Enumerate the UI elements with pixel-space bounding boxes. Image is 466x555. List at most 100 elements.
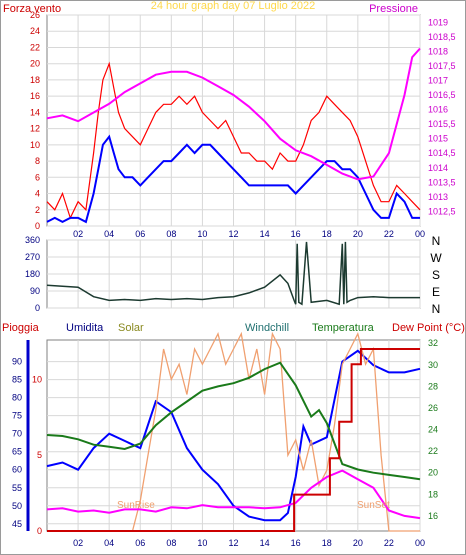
- atmosphere-x-tick-label: 14: [260, 538, 270, 548]
- umidita-y-tick-label: 55: [12, 483, 22, 493]
- pressure-y-tick-label: 1015: [428, 134, 448, 144]
- atmosphere-x-tick-label: 18: [322, 538, 332, 548]
- umidita-y-tick-label: 90: [12, 357, 22, 367]
- temperature-y-tick-label: 26: [428, 403, 438, 413]
- wind-y-tick-label: 14: [30, 107, 40, 117]
- wind-y-tick-label: 8: [35, 156, 40, 166]
- label-umidita: Umidita: [66, 322, 104, 334]
- pressure-y-tick-label: 1017: [428, 75, 448, 85]
- atmosphere-x-tick-label: 00: [415, 538, 425, 548]
- direction-y-tick-label: 270: [25, 252, 40, 262]
- pressure-y-tick-label: 1018,5: [428, 32, 456, 42]
- wind-y-tick-label: 10: [30, 140, 40, 150]
- wind-y-tick-label: 6: [35, 172, 40, 182]
- pressure-y-tick-label: 1016: [428, 105, 448, 115]
- wind-x-tick-label: 20: [353, 229, 363, 239]
- chart-title: 24 hour graph day 07 Luglio 2022: [151, 0, 316, 12]
- wind-x-tick-label: 18: [322, 229, 332, 239]
- temperature-y-tick-label: 30: [428, 360, 438, 370]
- wind-y-tick-label: 12: [30, 124, 40, 134]
- label-pioggia: Pioggia: [2, 322, 40, 334]
- direction-series-line-0: [46, 241, 420, 306]
- pressure-y-tick-label: 1013,5: [428, 177, 456, 187]
- umidita-y-tick-label: 50: [12, 501, 22, 511]
- wind-y-tick-label: 18: [30, 75, 40, 85]
- wind-y-tick-label: 22: [30, 42, 40, 52]
- umidita-y-tick-label: 70: [12, 429, 22, 439]
- temperature-y-tick-label: 22: [428, 446, 438, 456]
- atmosphere-series-line-3: [46, 469, 421, 520]
- temperature-y-tick-label: 16: [428, 511, 438, 521]
- wind-y-tick-label: 16: [30, 91, 40, 101]
- compass-label: N: [432, 234, 441, 248]
- pressure-y-tick-label: 1018: [428, 46, 448, 56]
- wind-x-tick-label: 16: [291, 229, 301, 239]
- label-solar: Solar: [118, 322, 144, 334]
- wind-x-tick-label: 10: [197, 229, 207, 239]
- compass-label: E: [432, 285, 440, 299]
- umidita-y-tick-label: 85: [12, 375, 22, 385]
- label-windchill: Windchill: [245, 322, 289, 334]
- label-temperatura: Temperatura: [312, 322, 375, 334]
- temperature-y-tick-label: 24: [428, 425, 438, 435]
- pressure-y-tick-label: 1014: [428, 163, 448, 173]
- wind-y-tick-label: 4: [35, 189, 40, 199]
- sunset-annotation: SunSet: [357, 500, 390, 511]
- label-dew-point: Dew Point (°C): [392, 322, 465, 334]
- wind-x-tick-label: 00: [415, 229, 425, 239]
- series-layer: [26, 47, 421, 532]
- wind-x-tick-label: 22: [384, 229, 394, 239]
- atmosphere-x-tick-label: 08: [166, 538, 176, 548]
- atmosphere-x-tick-label: 22: [384, 538, 394, 548]
- wind-x-tick-label: 04: [104, 229, 114, 239]
- wind-y-tick-label: 0: [35, 221, 40, 231]
- wind-y-tick-label: 20: [30, 59, 40, 69]
- wind-x-tick-label: 12: [228, 229, 238, 239]
- wind-series-line-1: [46, 134, 420, 224]
- compass-label: S: [432, 268, 440, 282]
- atmosphere-x-tick-label: 20: [353, 538, 363, 548]
- atmosphere-x-tick-label: 16: [291, 538, 301, 548]
- direction-y-tick-label: 90: [30, 286, 40, 296]
- pioggia-y-tick-label: 0: [37, 526, 42, 536]
- pressure-y-tick-label: 1014,5: [428, 148, 456, 158]
- pressure-y-tick-label: 1012,5: [428, 206, 456, 216]
- temperature-y-tick-label: 20: [428, 468, 438, 478]
- umidita-y-tick-label: 45: [12, 519, 22, 529]
- direction-y-tick-label: 0: [35, 303, 40, 313]
- atmosphere-series-line-0: [46, 349, 421, 522]
- compass-label: N: [432, 302, 441, 316]
- umidita-y-tick-label: 65: [12, 447, 22, 457]
- tick-label-layer: 024681012141618202224261012,510131013,51…: [12, 10, 456, 548]
- pressure-y-tick-label: 1015,5: [428, 119, 456, 129]
- atmosphere-x-tick-label: 10: [197, 538, 207, 548]
- direction-y-tick-label: 360: [25, 235, 40, 245]
- wind-x-tick-label: 08: [166, 229, 176, 239]
- umidita-y-tick-label: 80: [12, 393, 22, 403]
- wind-y-tick-label: 26: [30, 10, 40, 20]
- atmosphere-x-tick-label: 12: [228, 538, 238, 548]
- atmosphere-x-tick-label: 04: [104, 538, 114, 548]
- pioggia-y-tick-label: 5: [37, 450, 42, 460]
- left-axis-label: Forza vento: [3, 3, 61, 15]
- pioggia-y-tick-label: 10: [32, 374, 42, 384]
- direction-y-tick-label: 180: [25, 269, 40, 279]
- wind-x-tick-label: 14: [260, 229, 270, 239]
- right-axis-label: Pressione: [369, 3, 418, 15]
- umidita-y-tick-label: 75: [12, 411, 22, 421]
- sunrise-annotation: SunRise: [117, 500, 155, 511]
- atmosphere-series-line-2: [46, 361, 421, 481]
- compass-label: W: [430, 251, 442, 265]
- atmosphere-x-tick-label: 02: [73, 538, 83, 548]
- wind-y-tick-label: 24: [30, 26, 40, 36]
- wind-y-tick-label: 2: [35, 205, 40, 215]
- temperature-y-tick-label: 28: [428, 381, 438, 391]
- pressure-y-tick-label: 1019: [428, 17, 448, 27]
- wind-x-tick-label: 02: [73, 229, 83, 239]
- atmosphere-x-tick-label: 06: [135, 538, 145, 548]
- pressure-y-tick-label: 1016,5: [428, 90, 456, 100]
- temperature-y-tick-label: 32: [428, 338, 438, 348]
- wind-series-line-2: [46, 47, 421, 181]
- wind-series-line-0: [46, 61, 421, 220]
